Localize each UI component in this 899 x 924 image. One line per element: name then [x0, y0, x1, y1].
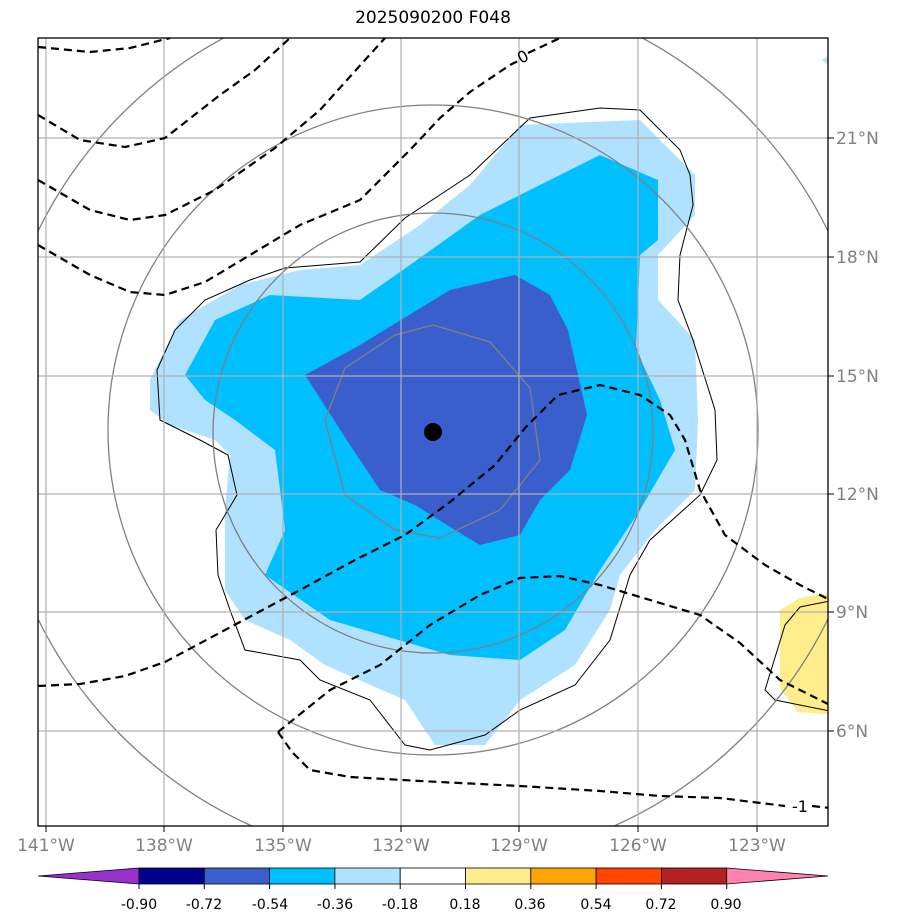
- colorbar-ticks: [138, 884, 728, 889]
- longitude-labels: 141°W 138°W 135°W 132°W 129°W 126°W 123°…: [17, 836, 786, 856]
- lon-label: 132°W: [372, 836, 430, 856]
- colorbar-tick-label: -0.36: [317, 897, 353, 913]
- lat-label: 15°N: [836, 367, 879, 387]
- colorbar-tick-label: 0.36: [514, 897, 545, 913]
- map-frame: [37, 37, 829, 827]
- colorbar-segment: [37, 867, 140, 885]
- colorbar-segment: [399, 867, 466, 885]
- colorbar-tick-label: -0.90: [121, 897, 157, 913]
- colorbar-segment: [138, 867, 205, 885]
- field-light-blue-corner: [822, 56, 828, 65]
- lon-label: 141°W: [17, 836, 75, 856]
- lat-label: 9°N: [836, 603, 868, 623]
- lon-label: 126°W: [609, 836, 667, 856]
- lon-label: 129°W: [490, 836, 548, 856]
- map-title: 2025090200 F048: [355, 8, 511, 28]
- colorbar-tick-label: -0.18: [382, 897, 418, 913]
- field-dark-blue: [305, 275, 587, 545]
- map-plot-area: 0 -1: [38, 38, 828, 826]
- colorbar-segment: [595, 867, 662, 885]
- lat-label: 6°N: [836, 722, 868, 742]
- colorbar-tick-label: -0.54: [252, 897, 288, 913]
- colorbar-tick-label: 0.90: [710, 897, 741, 913]
- colorbar-segment: [661, 867, 728, 885]
- contour-outline: [156, 107, 718, 751]
- contour-label-zero: 0: [514, 46, 532, 68]
- colorbar-segment: [726, 867, 829, 885]
- colorbar-segment: [269, 867, 336, 885]
- colorbar-tick-label: 0.18: [449, 897, 480, 913]
- colorbar-segment: [465, 867, 532, 885]
- field-yellow: [780, 593, 828, 715]
- lat-label: 18°N: [836, 248, 879, 268]
- lat-label: 21°N: [836, 129, 879, 149]
- contour-outline-east: [764, 600, 828, 712]
- lon-label: 138°W: [135, 836, 193, 856]
- lon-label: 135°W: [254, 836, 312, 856]
- contour-label-minus-one: -1: [792, 797, 808, 816]
- range-rings: [38, 38, 828, 826]
- colorbar-tick-label: 0.72: [645, 897, 676, 913]
- tick-marks: [45, 137, 834, 832]
- colorbar-segments: [37, 867, 829, 885]
- colorbar-segment: [334, 867, 401, 885]
- colorbar-segment: [203, 867, 271, 885]
- colorbar-tick-label: 0.54: [580, 897, 611, 913]
- colorbar-tick-label: -0.72: [186, 897, 222, 913]
- lon-label: 123°W: [728, 836, 786, 856]
- storm-center-marker: [424, 423, 442, 441]
- lat-label: 12°N: [836, 485, 879, 505]
- colorbar-segment: [530, 867, 597, 885]
- dashed-contours: [38, 38, 828, 809]
- colorbar: -0.90 -0.72 -0.54 -0.36 -0.18 0.18 0.36 …: [37, 867, 829, 913]
- gridlines: [38, 38, 828, 826]
- latitude-labels: 21°N 18°N 15°N 12°N 9°N 6°N: [836, 129, 879, 742]
- colorbar-tick-labels: -0.90 -0.72 -0.54 -0.36 -0.18 0.18 0.36 …: [121, 897, 742, 913]
